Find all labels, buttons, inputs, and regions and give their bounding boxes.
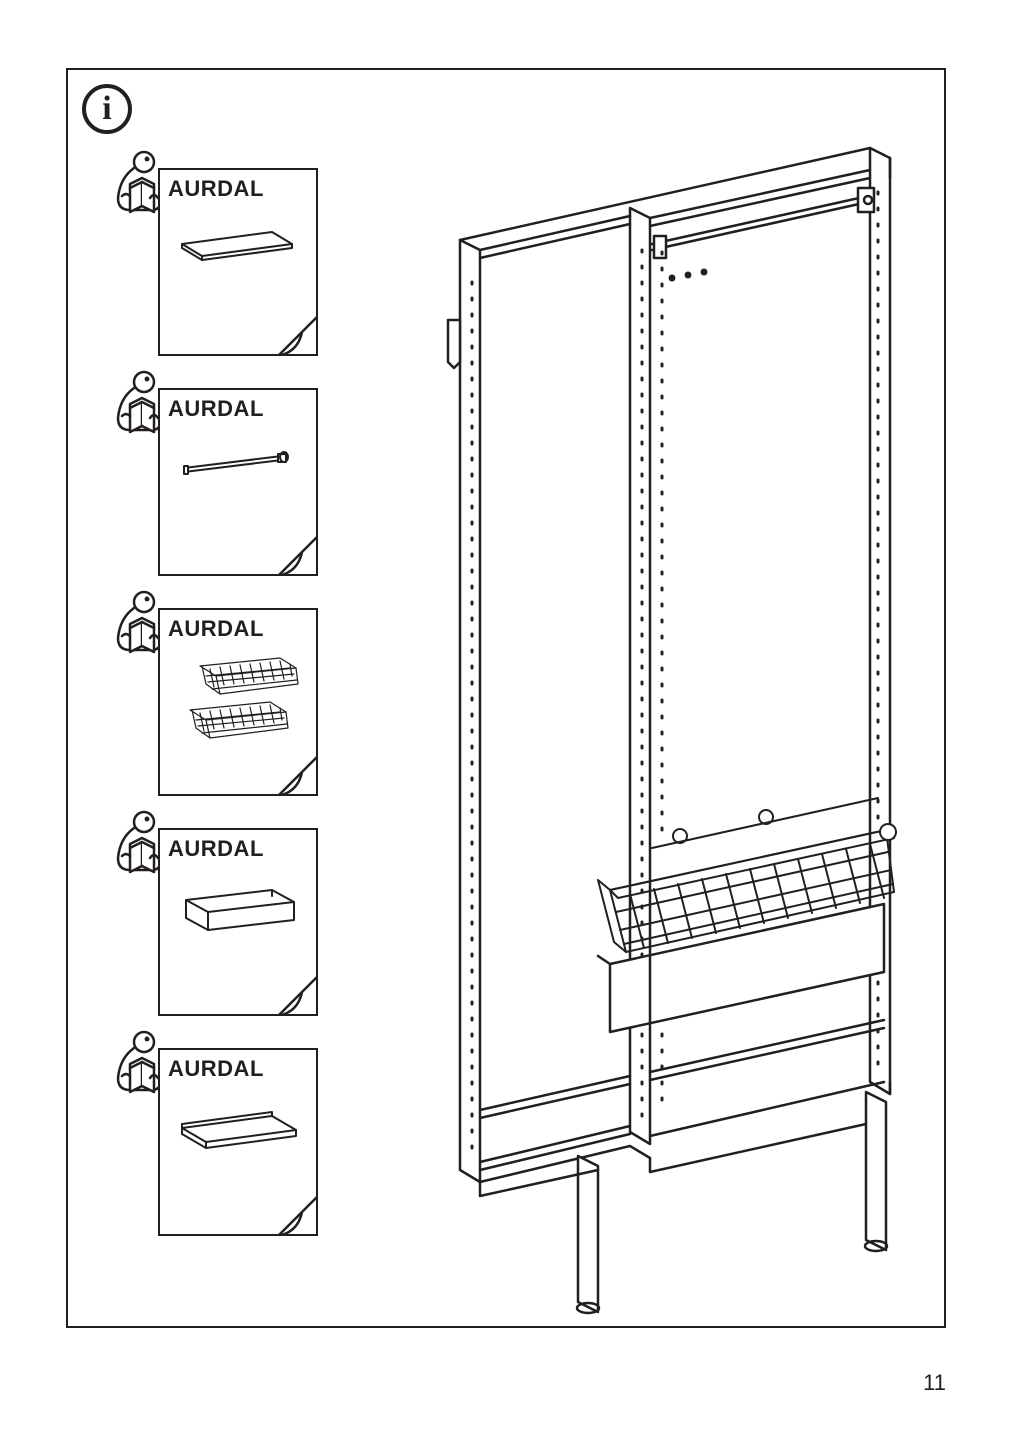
booklet-title: AURDAL (168, 396, 264, 422)
info-icon (82, 84, 132, 134)
page-curl-icon (278, 1196, 318, 1236)
manual-list: AURDAL (118, 158, 378, 1258)
booklet-title: AURDAL (168, 176, 264, 202)
manual-item-top-shelf: AURDAL (118, 1038, 338, 1243)
page-curl-icon (278, 756, 318, 796)
manual-item-shelf: AURDAL (118, 158, 338, 363)
booklet: AURDAL (158, 608, 318, 796)
booklet: AURDAL (158, 828, 318, 1016)
booklet-title: AURDAL (168, 616, 264, 642)
booklet-title: AURDAL (168, 836, 264, 862)
manual-item-baskets: AURDAL (118, 598, 338, 803)
page-number: 11 (923, 1370, 946, 1396)
wardrobe-illustration (430, 132, 935, 1317)
manual-item-rail: AURDAL (118, 378, 338, 583)
page-curl-icon (278, 976, 318, 1016)
booklet-title: AURDAL (168, 1056, 264, 1082)
page: AURDAL (0, 0, 1012, 1432)
booklet: AURDAL (158, 168, 318, 356)
booklet: AURDAL (158, 1048, 318, 1236)
booklet: AURDAL (158, 388, 318, 576)
manual-item-drawer: AURDAL (118, 818, 338, 1023)
page-curl-icon (278, 536, 318, 576)
page-curl-icon (278, 316, 318, 356)
